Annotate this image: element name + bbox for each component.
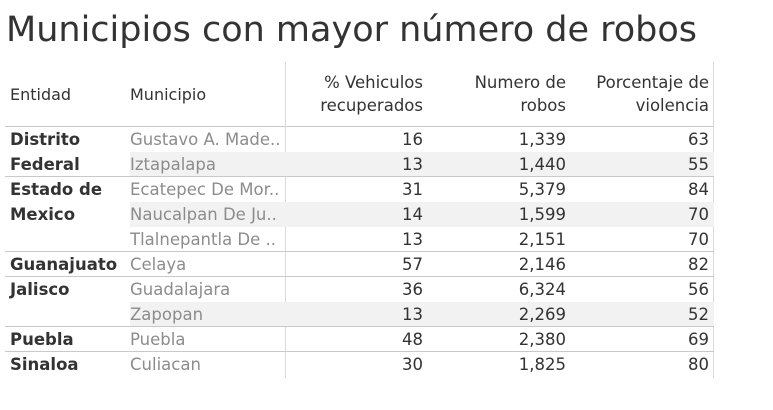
- entidad-label: Distrito: [10, 130, 81, 149]
- recuperados-value: 14: [402, 205, 423, 224]
- robos-value: 2,269: [518, 305, 566, 324]
- table-row[interactable]: Iztapalapa 13 1,440 55: [5, 152, 714, 177]
- table-row[interactable]: Celaya 57 2,146 82: [5, 252, 714, 277]
- violencia-value: 84: [688, 180, 709, 199]
- robos-value: 1,339: [518, 130, 566, 149]
- recuperados-value: 13: [402, 155, 423, 174]
- header-violencia-line1: Porcentaje de: [596, 73, 709, 92]
- municipio-cell: Naucalpan De Ju..: [130, 205, 277, 224]
- violencia-value: 56: [688, 280, 709, 299]
- recuperados-value: 13: [402, 305, 423, 324]
- table-row[interactable]: Puebla 48 2,380 69: [5, 327, 714, 352]
- header-robos[interactable]: Numero de robos: [425, 62, 566, 126]
- entidad-label: Mexico: [10, 205, 76, 224]
- recuperados-value: 16: [402, 130, 423, 149]
- robos-value: 2,380: [518, 330, 566, 349]
- municipio-cell: Puebla: [130, 330, 186, 349]
- row-band: [130, 202, 714, 227]
- violencia-value: 70: [688, 230, 709, 249]
- data-table: Entidad Municipio % Vehiculos recuperado…: [5, 62, 714, 378]
- header-divider: [5, 126, 714, 127]
- group-separator: [5, 326, 714, 327]
- robos-value: 5,379: [518, 180, 566, 199]
- header-recuperados-line2: recuperados: [320, 96, 423, 115]
- municipio-cell: Gustavo A. Made..: [130, 130, 281, 149]
- row-band: [130, 152, 714, 177]
- group-separator: [5, 251, 714, 252]
- group-separator: [5, 176, 714, 177]
- entidad-label: Puebla: [10, 330, 74, 349]
- violencia-value: 80: [688, 355, 709, 374]
- recuperados-value: 57: [402, 255, 423, 274]
- row-band: [130, 302, 714, 327]
- header-robos-line1: Numero de: [474, 73, 566, 92]
- table-row[interactable]: Ecatepec De Mor.. 31 5,379 84: [5, 177, 714, 202]
- entidad-cell: Puebla: [10, 327, 128, 352]
- recuperados-value: 48: [402, 330, 423, 349]
- municipio-cell: Zapopan: [130, 305, 204, 324]
- header-entidad-label: Entidad: [10, 84, 72, 104]
- entidad-cell: Jalisco: [10, 277, 128, 302]
- table-row[interactable]: Zapopan 13 2,269 52: [5, 302, 714, 327]
- entidad-label: Guanajuato: [10, 255, 118, 274]
- header-recuperados-line1: % Vehiculos: [324, 73, 423, 92]
- header-violencia[interactable]: Porcentaje de violencia: [568, 62, 709, 126]
- entidad-label: Federal: [10, 155, 80, 174]
- recuperados-value: 36: [402, 280, 423, 299]
- header-entidad[interactable]: Entidad: [10, 62, 128, 126]
- entidad-cell: Distrito Federal: [10, 127, 128, 177]
- robos-value: 1,440: [518, 155, 566, 174]
- violencia-value: 63: [688, 130, 709, 149]
- recuperados-value: 30: [402, 355, 423, 374]
- table-row[interactable]: Gustavo A. Made.. 16 1,339 63: [5, 127, 714, 152]
- robos-value: 2,146: [518, 255, 566, 274]
- entidad-cell: Sinaloa: [10, 352, 128, 377]
- robos-value: 2,151: [518, 230, 566, 249]
- robos-value: 1,825: [518, 355, 566, 374]
- violencia-value: 55: [688, 155, 709, 174]
- header-recuperados[interactable]: % Vehiculos recuperados: [288, 62, 423, 126]
- violencia-value: 52: [688, 305, 709, 324]
- municipio-cell: Guadalajara: [130, 280, 231, 299]
- page-title: Municipios con mayor número de robos: [6, 10, 698, 50]
- municipio-cell: Tlalnepantla De ..: [130, 230, 277, 249]
- table-row[interactable]: Tlalnepantla De .. 13 2,151 70: [5, 227, 714, 252]
- header-violencia-line2: violencia: [635, 96, 709, 115]
- table-row[interactable]: Guadalajara 36 6,324 56: [5, 277, 714, 302]
- header-municipio-label: Municipio: [130, 84, 207, 104]
- robos-value: 1,599: [518, 205, 566, 224]
- entidad-label: Sinaloa: [10, 355, 79, 374]
- table-row[interactable]: Culiacan 30 1,825 80: [5, 352, 714, 377]
- header-robos-line2: robos: [520, 96, 566, 115]
- municipio-cell: Iztapalapa: [130, 155, 216, 174]
- violencia-value: 70: [688, 205, 709, 224]
- violencia-value: 82: [688, 255, 709, 274]
- table-row[interactable]: Naucalpan De Ju.. 14 1,599 70: [5, 202, 714, 227]
- entidad-cell: Guanajuato: [10, 252, 128, 277]
- entidad-label: Estado de: [10, 180, 103, 199]
- group-separator: [5, 276, 714, 277]
- municipio-cell: Ecatepec De Mor..: [130, 180, 280, 199]
- group-separator: [5, 351, 714, 352]
- recuperados-value: 31: [402, 180, 423, 199]
- entidad-cell: Estado de Mexico: [10, 177, 128, 227]
- entidad-label: Jalisco: [10, 280, 70, 299]
- violencia-value: 69: [688, 330, 709, 349]
- header-municipio[interactable]: Municipio: [130, 62, 282, 126]
- recuperados-value: 13: [402, 230, 423, 249]
- robos-value: 6,324: [518, 280, 566, 299]
- municipio-cell: Celaya: [130, 255, 187, 274]
- municipio-cell: Culiacan: [130, 355, 201, 374]
